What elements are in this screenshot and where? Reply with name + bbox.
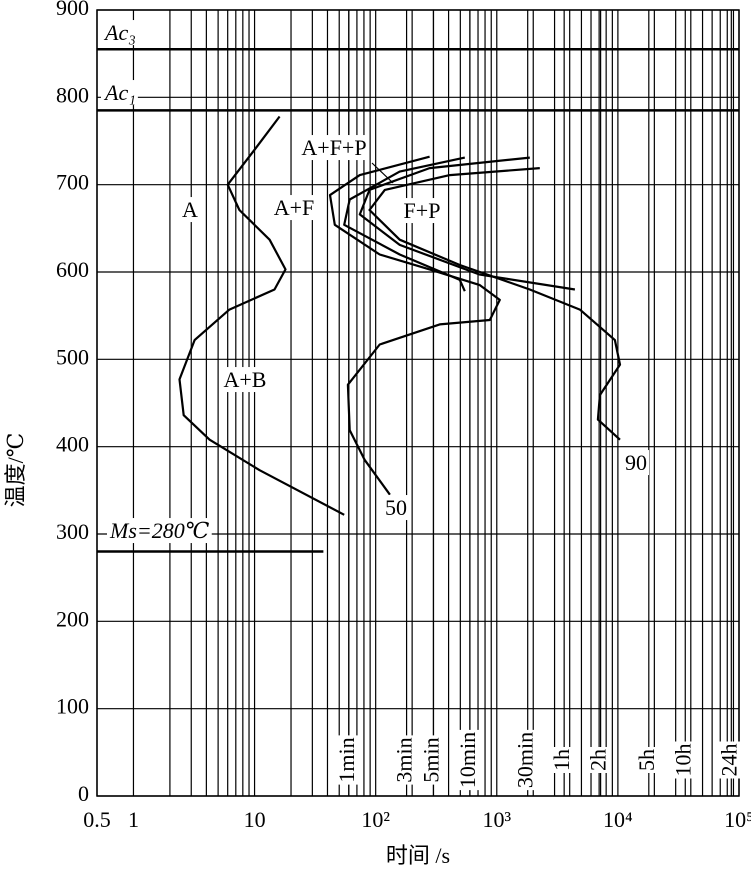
label-background: [221, 367, 269, 393]
reference-label: Ac₃: [103, 20, 136, 45]
label-background: [670, 741, 696, 779]
curve: [368, 167, 622, 441]
grid: [96, 9, 740, 797]
label-background: [418, 735, 444, 785]
curve: [343, 156, 466, 292]
time-mark-label: 10h: [670, 744, 695, 777]
y-tick-label: 0: [78, 781, 89, 806]
label-background: [299, 135, 369, 161]
annotation: A+B: [224, 367, 267, 392]
y-axis-label: 温度/℃: [3, 433, 28, 508]
label-background: [454, 729, 480, 791]
y-tick-label: 200: [56, 606, 89, 631]
label-background: [333, 735, 359, 785]
annotation: 50: [385, 495, 407, 520]
label-background: [401, 198, 443, 224]
time-mark-label: 10min: [455, 732, 480, 788]
label-background: [716, 741, 742, 779]
time-mark-label: 5h: [634, 749, 659, 771]
y-tick-label: 300: [56, 519, 89, 544]
y-tick-label: 400: [56, 432, 89, 457]
y-tick-label: 900: [56, 0, 89, 20]
label-background: [549, 747, 575, 773]
label-background: [101, 20, 138, 46]
annotation: A: [182, 197, 198, 222]
x-tick-label: 10³: [482, 807, 511, 832]
x-tick-label: 10⁴: [603, 807, 633, 832]
y-tick-label: 500: [56, 344, 89, 369]
annotation: 90: [625, 450, 647, 475]
label-background: [271, 195, 317, 221]
reference-label: Ms=280℃: [109, 518, 210, 543]
x-tick-label: 10: [244, 807, 266, 832]
annotation: A+F: [274, 195, 315, 220]
label-background: [633, 747, 659, 773]
time-mark-label: 2h: [586, 749, 611, 771]
y-tick-label: 100: [56, 694, 89, 719]
y-tick-label: 700: [56, 170, 89, 195]
label-background: [623, 450, 649, 476]
time-mark-label: 24h: [716, 744, 741, 777]
y-tick-label: 800: [56, 82, 89, 107]
label-background: [383, 495, 409, 521]
x-tick-label: 10²: [361, 807, 390, 832]
leader-line: [371, 162, 394, 184]
label-background: [101, 80, 138, 106]
label-background: [391, 735, 417, 785]
x-axis-label: 时间 /s: [386, 843, 450, 868]
time-mark-label: 30min: [513, 732, 538, 788]
curve: [358, 156, 576, 291]
plot-frame: [96, 9, 740, 797]
y-tick-label: 600: [56, 257, 89, 282]
x-tick-label: 0.5: [83, 807, 111, 832]
label-background: [585, 747, 611, 773]
reference-label: Ac₁: [103, 80, 136, 105]
time-mark-label: 3min: [392, 737, 417, 782]
label-background: [107, 518, 212, 544]
annotation: A+F+P: [301, 135, 366, 160]
annotation: F+P: [404, 198, 441, 223]
label-background: [180, 197, 201, 223]
x-tick-label: 10⁵: [724, 807, 751, 832]
curve: [328, 155, 501, 496]
x-tick-label: 1: [128, 807, 139, 832]
curve: [178, 115, 345, 516]
label-background: [512, 729, 538, 791]
time-mark-label: 5min: [419, 737, 444, 782]
time-mark-label: 1min: [334, 737, 359, 782]
time-mark-label: 1h: [549, 749, 574, 771]
